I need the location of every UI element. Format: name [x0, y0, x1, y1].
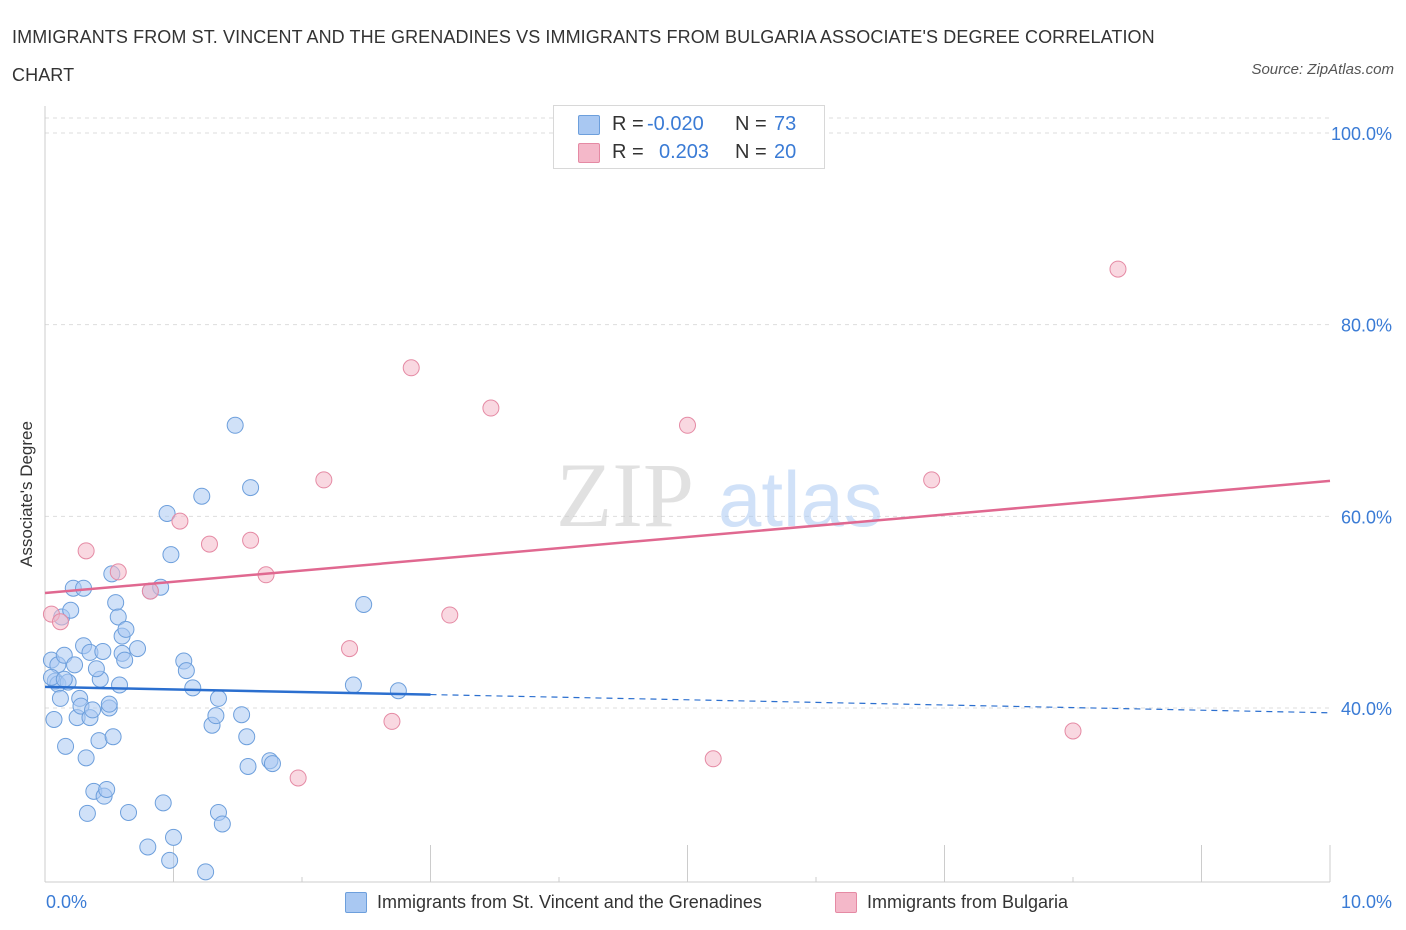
blue-point	[78, 804, 96, 822]
blue-point	[111, 676, 129, 694]
blue-point	[242, 479, 260, 497]
pink-trend-line	[44, 479, 1331, 595]
blue-point	[184, 679, 202, 697]
blue-point	[109, 608, 127, 626]
blue-trend-extension	[430, 693, 1331, 714]
watermark-zip: ZIP	[556, 444, 694, 546]
blue-point	[161, 851, 179, 869]
y-tick-label: 60.0%	[1341, 507, 1392, 527]
blue-point	[154, 794, 172, 812]
series-legend-label: Immigrants from Bulgaria	[867, 892, 1069, 912]
blue-point	[116, 651, 134, 669]
blue-point	[55, 670, 73, 688]
pink-point	[77, 542, 95, 560]
blue-point	[177, 662, 195, 680]
series-swatch-pink	[835, 892, 857, 913]
watermark-atlas: atlas	[718, 455, 883, 543]
blue-point	[104, 728, 122, 746]
blue-point	[139, 838, 157, 856]
blue-point	[45, 711, 63, 728]
blue-point	[100, 695, 118, 713]
pink-point	[441, 606, 459, 624]
tick-labels: 40.0% 60.0% 80.0% 100.0% 0.0% 10.0%	[46, 124, 1392, 912]
pink-point	[679, 416, 696, 434]
pink-point	[383, 712, 401, 730]
blue-point	[165, 828, 182, 846]
legend-n-value: 20	[774, 141, 797, 163]
legend-swatch-pink	[578, 143, 600, 163]
blue-trend-line	[44, 685, 431, 696]
blue-point	[94, 642, 112, 660]
series-legend-label: Immigrants from St. Vincent and the Gren…	[377, 892, 762, 912]
blue-point	[158, 504, 176, 522]
chart-source: Source: ZipAtlas.com	[1251, 61, 1394, 78]
correlation-legend: R = -0.020 N = 73 R = 0.203 N = 20	[553, 105, 825, 169]
chart-title: IMMIGRANTS FROM ST. VINCENT AND THE GREN…	[12, 27, 1155, 85]
pink-point	[51, 613, 69, 631]
trend-lines	[44, 479, 1331, 714]
y-tick-label: 40.0%	[1341, 699, 1392, 719]
blue-point	[90, 732, 108, 750]
series-swatch-blue	[345, 892, 367, 913]
series-legend: Immigrants from St. Vincent and the Gren…	[0, 888, 1406, 916]
pink-point	[315, 471, 333, 489]
blue-point	[107, 594, 125, 612]
legend-r-value: -0.020	[647, 113, 704, 135]
y-tick-label: 100.0%	[1331, 124, 1392, 144]
blue-point	[66, 656, 84, 674]
blue-point	[87, 660, 105, 678]
legend-n-label: N =	[735, 113, 767, 135]
blue-point	[344, 676, 362, 694]
blue-point	[129, 640, 147, 658]
blue-point	[207, 707, 225, 725]
axes	[44, 106, 1331, 883]
blue-point	[263, 755, 281, 773]
watermark: ZIP atlas	[556, 444, 883, 546]
blue-point	[98, 780, 116, 798]
legend-r-label: R =	[612, 113, 644, 135]
pink-point	[402, 359, 420, 377]
legend-r-label: R =	[612, 141, 644, 163]
blue-point	[355, 596, 373, 613]
blue-point	[226, 416, 244, 434]
x-tick-label: 10.0%	[1341, 892, 1392, 912]
blue-point	[77, 749, 95, 767]
blue-point	[57, 737, 75, 755]
blue-point	[389, 682, 407, 700]
pink-point	[171, 512, 189, 530]
legend-n-value: 73	[774, 113, 797, 135]
x-tick-label: 0.0%	[46, 892, 87, 912]
blue-point	[193, 487, 211, 505]
blue-point	[209, 689, 227, 707]
legend-swatch-blue	[578, 115, 600, 135]
pink-point	[704, 750, 722, 768]
y-axis-label: Associate's Degree	[17, 421, 36, 567]
pink-point	[289, 769, 307, 787]
legend-n-label: N =	[735, 141, 767, 163]
blue-point	[239, 757, 257, 775]
blue-point	[117, 620, 135, 638]
pink-point	[341, 640, 359, 658]
blue-point	[120, 803, 138, 821]
blue-point	[197, 863, 215, 881]
pink-point	[200, 535, 218, 553]
blue-point	[62, 601, 80, 619]
blue-point	[162, 546, 180, 564]
blue-point	[51, 689, 69, 707]
blue-point	[238, 728, 256, 746]
pink-point	[242, 531, 260, 549]
gridlines	[45, 117, 1330, 709]
pink-point	[109, 563, 127, 581]
blue-point	[233, 706, 251, 724]
y-tick-label: 80.0%	[1341, 316, 1392, 336]
pink-point	[482, 399, 500, 417]
pink-point	[1109, 260, 1127, 278]
blue-point	[213, 815, 231, 833]
data-points	[42, 260, 1127, 881]
blue-point	[84, 701, 102, 719]
pink-point	[1064, 722, 1082, 740]
pink-point	[923, 471, 941, 489]
legend-r-value: 0.203	[659, 141, 710, 163]
